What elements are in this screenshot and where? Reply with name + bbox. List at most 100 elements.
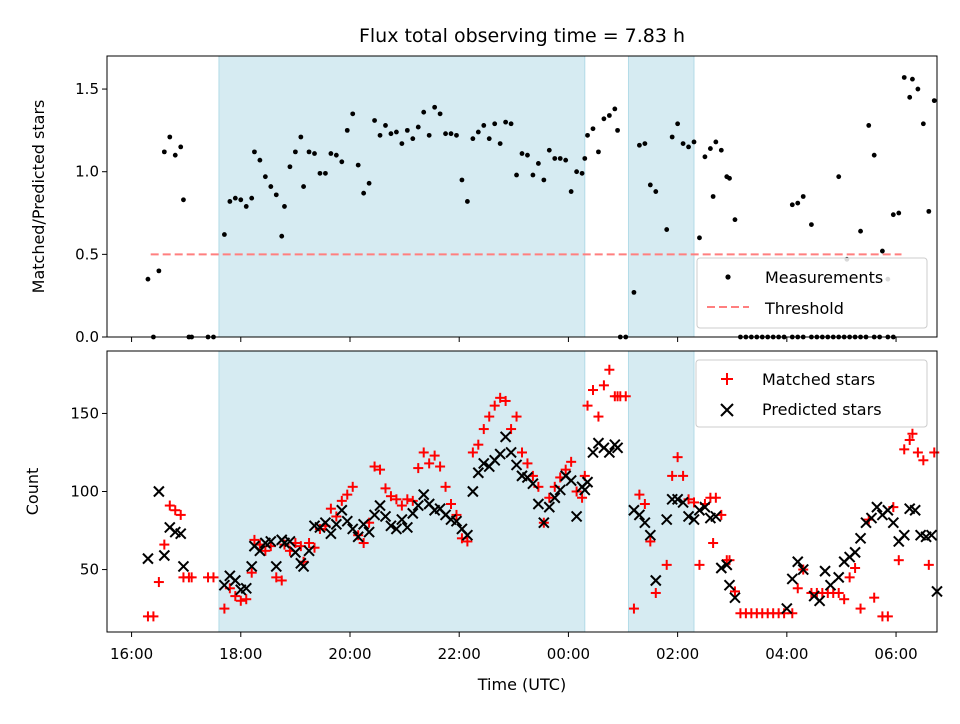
measurement-point	[388, 131, 394, 137]
measurement-point	[443, 131, 448, 137]
predicted-point	[240, 582, 252, 594]
matched-point	[907, 428, 918, 439]
predicted-point-b	[527, 477, 539, 490]
predicted-point-b	[808, 590, 820, 602]
predicted-point	[396, 513, 408, 526]
measurement-point	[525, 152, 530, 158]
matched-point	[418, 447, 429, 458]
measurement-point	[268, 184, 274, 189]
measurement-point	[156, 268, 162, 274]
measurement-point	[557, 156, 563, 161]
measurement-point	[582, 156, 588, 161]
predicted-point-b	[925, 529, 938, 541]
matched-point	[467, 447, 478, 458]
predicted-point-b	[660, 513, 673, 526]
predicted-point-b	[423, 498, 435, 510]
measurement-point	[631, 289, 637, 295]
matched-point	[276, 575, 287, 586]
predicted-point	[721, 559, 733, 571]
predicted-point	[532, 498, 545, 510]
matched-point	[440, 481, 451, 492]
measurement-point	[252, 149, 257, 155]
measurement-point	[901, 75, 907, 80]
x-tick-label: 00:00	[547, 645, 590, 663]
matched-point	[353, 530, 364, 541]
predicted-point-b	[898, 529, 910, 541]
matched-point	[336, 495, 347, 506]
matched-point	[678, 470, 689, 481]
measurement-point	[710, 194, 716, 199]
top-legend: Measurements Threshold	[696, 257, 928, 329]
predicted-point-b	[401, 521, 414, 534]
predicted-point	[499, 431, 512, 443]
matched-point	[241, 594, 252, 605]
predicted-point	[898, 529, 910, 541]
predicted-point-b	[909, 504, 921, 516]
x-axis-label: Time (UTC)	[477, 675, 566, 694]
predicted-point-b	[565, 474, 577, 487]
matched-point	[391, 494, 402, 505]
bottom-y-ticks: 50 100 150	[70, 404, 107, 579]
predicted-point	[505, 446, 517, 459]
measurement-point	[492, 121, 498, 127]
matched-point	[304, 538, 315, 549]
predicted-point-b	[887, 517, 900, 529]
predicted-point-b	[164, 521, 176, 534]
predicted-point-b	[379, 510, 392, 523]
matched-point	[882, 611, 893, 622]
predicted-point	[270, 560, 282, 573]
predicted-point	[579, 484, 591, 496]
predicted-point-b	[494, 448, 506, 460]
matched-point	[159, 539, 170, 550]
measurement-point	[222, 232, 227, 237]
predicted-point-b	[677, 496, 689, 509]
predicted-point-b	[521, 471, 534, 484]
measurement-point	[227, 199, 233, 204]
measurement-point	[579, 170, 585, 176]
measurement-point	[647, 182, 653, 188]
predicted-point-b	[245, 560, 258, 573]
predicted-point	[142, 552, 154, 565]
matched-point	[839, 594, 850, 605]
predicted-point-b	[467, 485, 479, 498]
legend-matched-label: Matched stars	[762, 370, 875, 389]
predicted-point-b	[352, 531, 364, 543]
matched-point	[219, 603, 230, 614]
predicted-point	[633, 509, 646, 521]
matched-point	[429, 450, 440, 461]
predicted-point-b	[833, 571, 845, 584]
predicted-point-b	[721, 559, 733, 571]
predicted-point-b	[224, 570, 236, 582]
matched-point	[566, 456, 577, 467]
predicted-point-b	[781, 602, 793, 615]
predicted-point-b	[357, 518, 370, 530]
measurement-point	[279, 233, 285, 239]
matched-point	[855, 603, 866, 614]
predicted-point-b	[688, 513, 700, 526]
measurement-point	[871, 152, 877, 158]
y-tick-label: 1.5	[75, 80, 99, 98]
predicted-point-b	[849, 546, 861, 559]
legend-predicted-label: Predicted stars	[762, 400, 882, 419]
matched-point	[500, 395, 511, 406]
predicted-point-b	[581, 476, 594, 488]
predicted-point	[390, 523, 403, 535]
matched-point	[923, 559, 934, 570]
predicted-point-b	[510, 459, 523, 471]
measurement-point	[615, 127, 620, 133]
measurement-point	[552, 156, 558, 161]
x-tick-label: 02:00	[656, 645, 699, 663]
predicted-point	[581, 476, 594, 488]
measurement-point	[464, 199, 470, 204]
measurement-point	[686, 144, 691, 150]
predicted-point	[412, 499, 424, 512]
measurement-point	[475, 129, 481, 135]
top-panel: 0.0 0.5 1.0 1.5 Matched/Predicted stars Mea…	[29, 55, 938, 346]
predicted-point	[833, 571, 845, 584]
predicted-point	[854, 532, 867, 545]
measurement-point	[866, 123, 872, 128]
legend-predicted-marker	[720, 403, 734, 417]
predicted-point	[882, 504, 894, 516]
top-shaded-spans	[218, 55, 695, 338]
measurement-point	[339, 159, 345, 165]
